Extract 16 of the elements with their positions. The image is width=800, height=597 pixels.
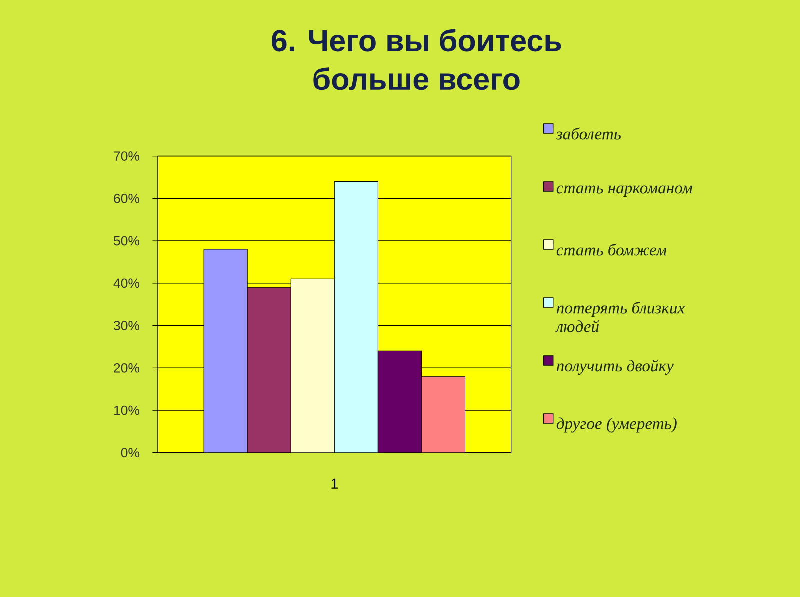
y-tick-label: 10% [114, 406, 140, 416]
y-tick-label: 0% [121, 448, 140, 458]
legend-label: стать наркоманом [556, 186, 692, 197]
y-tick-label: 30% [114, 320, 140, 330]
y-tick-label: 70% [114, 151, 140, 161]
x-tick-label: 1 [332, 478, 338, 489]
chart-title: 6. Чего вы боитесь больше всего [272, 28, 562, 90]
legend-label: стать бомжем [556, 244, 667, 256]
y-tick-label: 20% [114, 363, 140, 373]
y-tick-label: 60% [114, 194, 140, 204]
legend-label: получить двойку [556, 360, 674, 375]
legend-label: другое (умереть) [556, 418, 677, 433]
y-tick-label: 40% [114, 278, 140, 288]
legend-label: заболеть [556, 128, 621, 140]
legend-label: потерять близких людей [556, 302, 685, 332]
y-tick-label: 50% [114, 236, 140, 246]
